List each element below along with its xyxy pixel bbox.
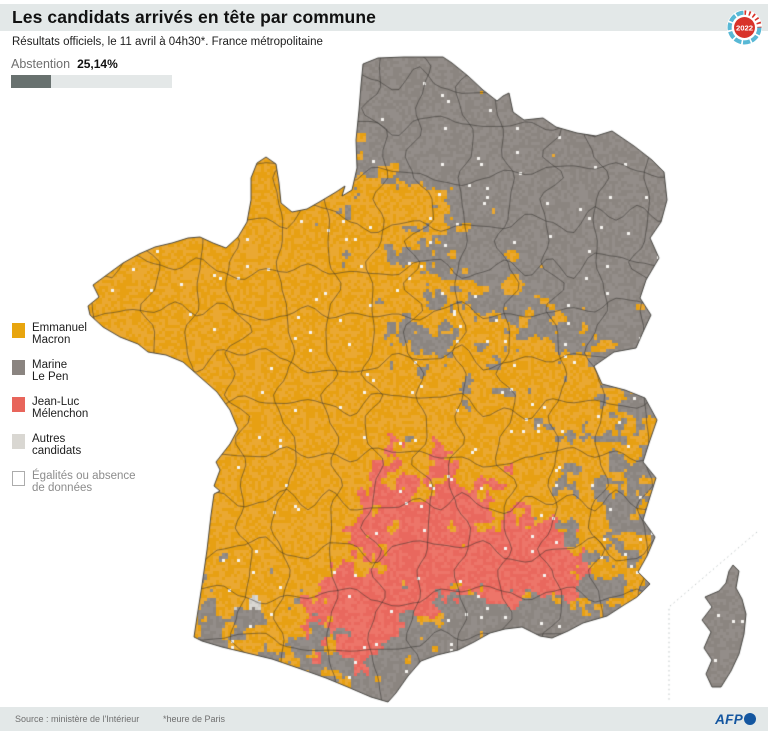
legend-label-line: Égalités ou absence: [32, 470, 136, 482]
abstention-value: 25,14%: [77, 57, 118, 71]
legend-item-lepen: Marine Le Pen: [12, 359, 136, 383]
badge-center-circle: [734, 17, 755, 38]
legend-label-line: candidats: [32, 445, 82, 457]
legend-label-line: Marine: [32, 359, 68, 371]
abstention-bar: [11, 75, 172, 88]
legend: Emmanuel Macron Marine Le Pen Jean-Luc M…: [12, 322, 136, 507]
legend-item-macron: Emmanuel Macron: [12, 322, 136, 346]
subtitle: Résultats officiels, le 11 avril à 04h30…: [12, 36, 323, 48]
election-2022-badge: 2022: [726, 9, 763, 46]
legend-label-line: Mélenchon: [32, 408, 89, 420]
legend-label-line: Emmanuel: [32, 322, 87, 334]
badge-ring-icon: [727, 10, 762, 45]
legend-label-line: de données: [32, 482, 93, 494]
legend-label-line: Jean-Luc: [32, 396, 80, 408]
badge-year-label: 2022: [736, 23, 753, 32]
source-text: Source : ministère de l'Intérieur: [15, 714, 140, 724]
afp-logo-text: AFP: [715, 711, 743, 727]
macron-color-swatch: [12, 323, 25, 338]
note-text: *heure de Paris: [163, 714, 226, 724]
legend-label-line: Autres: [32, 433, 66, 445]
abstention-label: Abstention: [11, 57, 71, 71]
no-data-color-swatch: [12, 471, 25, 486]
legend-item-autres: Autres candidats: [12, 433, 136, 457]
autres-color-swatch: [12, 434, 25, 449]
header-band: [0, 4, 768, 31]
page-title: Les candidats arrivés en tête par commun…: [12, 7, 376, 27]
footer-band: Source : ministère de l'Intérieur *heure…: [0, 707, 768, 731]
afp-globe-icon: [744, 713, 756, 725]
legend-label-line: Macron: [32, 334, 71, 346]
abstention-row: Abstention 25,14%: [11, 57, 118, 71]
legend-item-melenchon: Jean-Luc Mélenchon: [12, 396, 136, 420]
afp-logo: AFP: [715, 707, 756, 731]
abstention-fill: [11, 75, 52, 88]
lepen-color-swatch: [12, 360, 25, 375]
melenchon-color-swatch: [12, 397, 25, 412]
legend-item-no-data: Égalités ou absence de données: [12, 470, 136, 494]
legend-label-line: Le Pen: [32, 371, 69, 383]
